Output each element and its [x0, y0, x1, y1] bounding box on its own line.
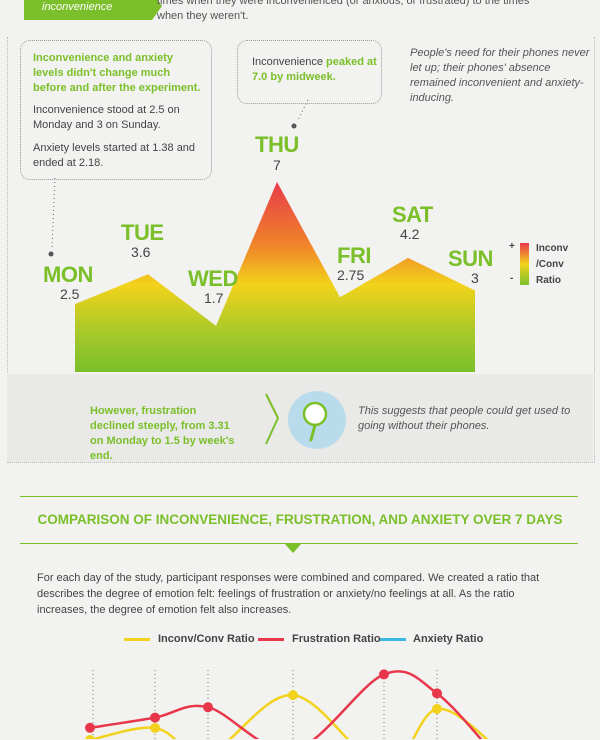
- section-tag-label: inconvenience: [42, 1, 113, 13]
- series-point-inconv-0: [85, 735, 95, 739]
- day-value-sun: 3: [471, 270, 479, 286]
- day-label-tue: TUE: [121, 220, 164, 245]
- ratio-legend-gradient: [520, 243, 529, 285]
- legend-swatch-frustration: [258, 638, 284, 641]
- inconvenience-panel: [7, 37, 595, 463]
- day-label-mon: MON: [43, 262, 93, 287]
- connector-mid-dot: [291, 123, 297, 129]
- series-point-inconv-5: [432, 703, 442, 714]
- suggest-text: This suggests that people could get used…: [358, 405, 571, 432]
- callout-left-anxiety-text: Anxiety levels started at 1.38 and ended…: [33, 142, 196, 169]
- series-point-inconv-3: [288, 690, 298, 701]
- callout-left: Inconvenience and anxiety levels didn't …: [20, 40, 212, 180]
- legend-label-inconv: Inconv/Conv Ratio: [158, 633, 255, 645]
- day-value-fri: 2.75: [337, 267, 365, 283]
- series-point-frustration-2: [203, 702, 213, 713]
- callout-mid: Inconvenience peaked at 7.0 by midweek.: [237, 40, 382, 104]
- ratio-legend-line3: Ratio: [536, 275, 561, 286]
- ratio-legend-plus: +: [509, 241, 515, 252]
- frustration-text: However, frustration declined steeply, f…: [90, 405, 235, 462]
- section-title: COMPARISON OF INCONVENIENCE, FRUSTRATION…: [37, 512, 563, 527]
- callout-left-inconvenience-text: Inconvenience stood at 2.5 on Monday and…: [33, 104, 180, 131]
- ratio-legend-line1: Inconv: [536, 243, 569, 254]
- magnifier-icon: [288, 391, 346, 449]
- day-value-wed: 1.7: [204, 290, 224, 306]
- day-value-sat: 4.2: [400, 226, 420, 242]
- day-label-fri: FRI: [337, 243, 371, 268]
- inconvenience-area: [75, 181, 475, 372]
- callout-left-title: Inconvenience and anxiety levels didn't …: [33, 52, 201, 94]
- series-point-frustration-0: [85, 722, 95, 733]
- section-tag-arrow: [152, 0, 162, 20]
- ratio-legend-line2: /Conv: [536, 259, 564, 270]
- series-point-frustration-4: [379, 669, 389, 680]
- callout-mid-prefix: Inconvenience: [252, 56, 326, 68]
- chevron-right-icon: [265, 393, 280, 445]
- section-arrow: [284, 543, 302, 553]
- day-value-thu: 7: [273, 157, 281, 173]
- intro-text-line1: times when they were inconvenienced (or …: [157, 0, 530, 7]
- legend-label-frustration: Frustration Ratio: [292, 633, 381, 645]
- legend-label-anxiety: Anxiety Ratio: [413, 633, 484, 645]
- day-label-thu: THU: [255, 132, 299, 157]
- day-label-sun: SUN: [448, 246, 493, 271]
- day-value-tue: 3.6: [131, 244, 151, 260]
- section-divider: [20, 496, 578, 497]
- series-point-inconv-1: [150, 722, 160, 733]
- intro-text: times when they were inconvenienced (or …: [157, 0, 537, 24]
- section-paragraph: For each day of the study, participant r…: [37, 572, 540, 616]
- series-point-frustration-5: [432, 688, 442, 699]
- connector-mid: [297, 99, 309, 121]
- comparison-line-chart: [85, 669, 489, 739]
- section-tag: inconvenience: [24, 0, 152, 20]
- callout-mid-highlight: peaked at 7.0 by midweek.: [252, 56, 377, 83]
- day-value-mon: 2.5: [60, 286, 80, 302]
- day-label-sat: SAT: [392, 202, 433, 227]
- legend-swatch-anxiety: [380, 638, 406, 641]
- connector-left: [51, 177, 56, 249]
- ratio-legend-minus: -: [510, 273, 514, 284]
- connector-left-dot: [48, 251, 54, 257]
- ratio-legend-label: Inconv /Conv Ratio: [536, 241, 568, 289]
- callout-mid-text: Inconvenience peaked at 7.0 by midweek.: [252, 55, 377, 85]
- callout-right-text: People's need for their phones never let…: [410, 47, 590, 104]
- series-point-frustration-1: [150, 712, 160, 723]
- intro-text-line2: when they weren't.: [157, 10, 249, 22]
- legend-swatch-inconv: [124, 638, 150, 641]
- day-label-wed: WED: [188, 266, 238, 291]
